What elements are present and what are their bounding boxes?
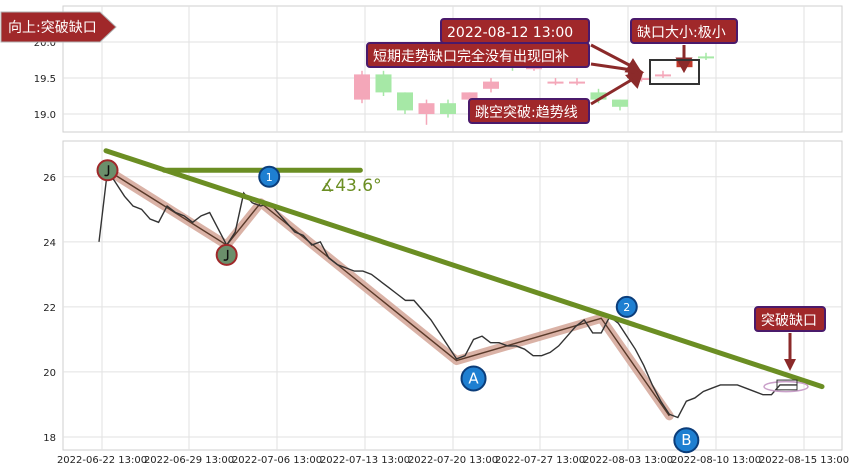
x-tick-label: 2022-08-15 13:00 [759,455,849,466]
gap-ellipse [763,380,809,393]
pivot-marker-blue-large [673,427,700,454]
bottom-y-tick-label: 26 [43,173,56,184]
pivot-marker-blue [615,295,638,318]
top-y-tick-label: 19.5 [34,74,56,85]
top-y-tick-label: 19.0 [34,110,56,121]
candle-body [397,92,413,111]
bottom-y-tick-label: 20 [43,368,56,379]
candle-body [633,78,650,80]
direction-badge: 向上:突破缺口 [0,11,117,43]
candle-body [590,92,607,100]
candle-body [461,92,478,100]
pivot-marker-label: 2 [623,301,630,314]
top-y-tick-label: 20.0 [34,38,56,49]
candle-body [655,74,671,77]
pivot-marker-label: A [468,369,479,387]
candle-body [569,81,585,84]
x-tick-label: 2022-08-10 13:00 [671,455,761,466]
angle-label: ∡43.6° [320,176,382,196]
candle-body [483,81,499,89]
candle-body [612,99,628,107]
pivot-marker-glyph [104,165,110,177]
pivot-marker-blue [258,165,281,188]
x-tick-label: 2022-06-22 13:00 [57,455,147,466]
breakout-label: 突破缺口 [761,313,817,329]
breakaway-label: 跳空突破:趋势线 [475,105,578,121]
breakaway-badge: 跳空突破:趋势线 [468,98,590,124]
pivot-marker-label: B [681,431,691,449]
breakout-badge: 突破缺口 [754,306,826,371]
x-tick-label: 2022-07-13 13:00 [320,455,410,466]
x-tick-label: 2022-06-29 13:00 [144,455,234,466]
gap-size-badge: 缺口大小:极小 [630,18,738,44]
candle-body [375,74,392,93]
candle-body [440,103,456,114]
gap-size-label: 缺口大小:极小 [637,25,726,41]
pivot-marker-label: 1 [266,171,273,184]
candle-body [547,81,564,84]
price-line [98,168,797,419]
bottom-y-tick-label: 18 [43,433,56,444]
price-panel: 1 A 2 B [96,148,825,454]
zigzag-line [107,169,670,417]
trend-line [103,148,825,390]
gap-small-box [776,379,798,391]
no-fill-badge: 短期走势缺口完全没有出现回补 [366,42,590,68]
annotation-arrows [590,43,693,106]
pivot-marker-olive [96,159,119,182]
x-tick-label: 2022-07-27 13:00 [495,455,585,466]
gap-highlight-box [649,59,700,85]
x-tick-label: 2022-08-03 13:00 [583,455,673,466]
candle-body [526,67,542,70]
bottom-y-tick-label: 22 [43,303,56,314]
direction-label: 向上:突破缺口 [8,20,97,36]
bottom-y-tick-label: 24 [43,238,56,249]
x-tick-label: 2022-07-06 13:00 [232,455,322,466]
pivot-marker-olive [215,243,238,266]
candle-body [354,74,370,100]
no-fill-label: 短期走势缺口完全没有出现回补 [373,48,569,65]
candle-body [418,103,435,114]
x-tick-label: 2022-07-20 13:00 [408,455,498,466]
pivot-marker-blue-large [460,365,487,392]
pivot-marker-glyph [223,249,229,261]
datetime-badge: 2022-08-12 13:00 [440,18,590,44]
candle-body [698,56,714,59]
datetime-label: 2022-08-12 13:00 [447,25,573,41]
